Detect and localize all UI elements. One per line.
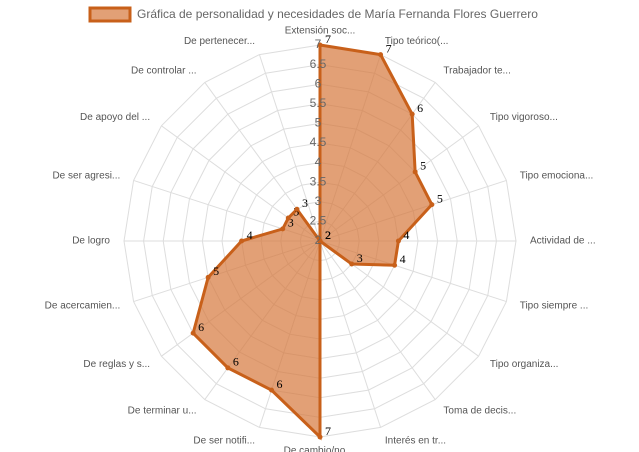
point <box>285 215 291 221</box>
category-label: De ser notifi... <box>193 435 255 446</box>
legend-label: Gráfica de personalidad y necesidades de… <box>137 7 538 21</box>
r-tick-label: 4 <box>315 155 322 169</box>
r-tick-label: 2 <box>315 233 322 247</box>
category-label: De apoyo del ... <box>80 112 150 123</box>
category-label: De pertenecer... <box>184 36 255 47</box>
data-label: 7 <box>386 41 392 55</box>
r-tick-label: 7 <box>315 37 322 51</box>
data-label: 5 <box>420 159 426 173</box>
category-label: Tipo emociona... <box>520 171 594 182</box>
point <box>225 365 231 371</box>
category-label: De logro <box>72 236 110 247</box>
category-label: De acercamien... <box>45 301 121 312</box>
category-label: Toma de decis... <box>443 406 516 417</box>
data-label: 3 <box>302 196 308 210</box>
r-tick-label: 5 <box>315 116 322 130</box>
data-label: 7 <box>325 424 331 438</box>
spoke <box>319 240 436 400</box>
point <box>317 42 323 48</box>
point <box>429 202 435 208</box>
point <box>412 169 418 175</box>
spoke <box>258 54 321 242</box>
r-tick-label: 6.5 <box>310 57 327 71</box>
category-label: Actividad de ... <box>530 236 596 247</box>
r-tick-label: 2.5 <box>310 214 327 228</box>
data-label: 4 <box>403 228 409 242</box>
point <box>317 434 323 440</box>
r-tick-label: 4.5 <box>310 135 327 149</box>
data-label: 2 <box>325 228 331 242</box>
category-label: Tipo vigoroso... <box>490 112 558 123</box>
data-label: 6 <box>417 101 423 115</box>
category-label: Tipo siempre ... <box>520 301 589 312</box>
category-label: Tipo organiza... <box>490 359 559 370</box>
data-label: 6 <box>233 355 239 369</box>
category-label: De reglas y s... <box>83 359 150 370</box>
data-label: 3 <box>357 251 363 265</box>
data-label: 6 <box>198 320 204 334</box>
point <box>190 330 196 336</box>
r-tick-label: 5.5 <box>310 96 327 110</box>
category-label: De ser agresi... <box>52 171 120 182</box>
data-label: 6 <box>277 377 283 391</box>
point <box>205 274 211 280</box>
legend-swatch <box>88 6 132 23</box>
category-label: De terminar u... <box>128 406 197 417</box>
data-label: 4 <box>247 228 253 242</box>
data-label: 2 <box>325 228 331 242</box>
point <box>239 238 245 244</box>
point <box>392 262 398 268</box>
point <box>280 226 286 232</box>
category-label: Trabajador te... <box>443 66 510 77</box>
data-label: 5 <box>437 191 443 205</box>
point <box>409 111 415 117</box>
data-label: 3 <box>293 205 299 219</box>
data-label: 5 <box>213 264 219 278</box>
point <box>294 206 300 212</box>
data-label: 2 <box>325 228 331 242</box>
category-label: De controlar ... <box>131 66 197 77</box>
category-label: De cambio/no ... <box>284 446 357 452</box>
data-label: 7 <box>325 32 331 46</box>
data-label: 4 <box>400 252 406 266</box>
point <box>269 387 275 393</box>
r-tick-label: 3 <box>315 194 322 208</box>
point <box>378 52 384 58</box>
category-label: Extensión soc... <box>285 26 356 37</box>
spoke <box>319 240 382 428</box>
r-tick-label: 3.5 <box>310 174 327 188</box>
category-label: Tipo teórico(... <box>385 36 449 47</box>
point <box>317 238 323 244</box>
point <box>395 238 401 244</box>
data-label: 3 <box>288 216 294 230</box>
r-tick-label: 6 <box>315 76 322 90</box>
category-label: Interés en tr... <box>385 435 446 446</box>
point <box>349 261 355 267</box>
